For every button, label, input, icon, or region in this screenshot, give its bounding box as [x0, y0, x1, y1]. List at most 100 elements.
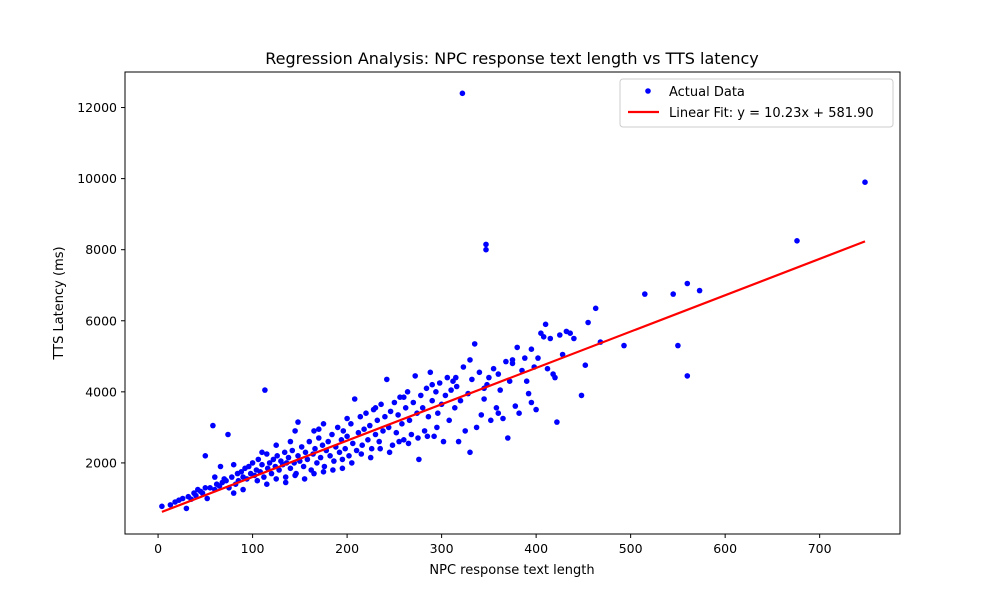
- data-point: [794, 238, 800, 244]
- x-tick-label: 100: [241, 541, 265, 556]
- data-point: [259, 461, 265, 468]
- data-point: [544, 365, 551, 372]
- data-point: [495, 371, 502, 377]
- data-point: [386, 449, 393, 456]
- data-point: [554, 419, 560, 425]
- data-point: [483, 246, 489, 253]
- data-point: [675, 342, 681, 349]
- data-point: [376, 438, 383, 445]
- data-point: [476, 369, 483, 376]
- data-point: [339, 465, 346, 472]
- x-axis-label: NPC response text length: [429, 563, 594, 578]
- data-point: [359, 442, 366, 449]
- data-point: [225, 431, 231, 438]
- data-point: [402, 405, 409, 411]
- data-point: [287, 438, 294, 445]
- data-point: [410, 399, 417, 406]
- data-point: [542, 321, 549, 328]
- data-point: [202, 453, 209, 459]
- data-point: [460, 364, 467, 370]
- data-point: [312, 445, 318, 452]
- data-point: [453, 374, 459, 381]
- data-point: [330, 467, 336, 473]
- data-point: [505, 435, 511, 441]
- data-point: [406, 417, 413, 424]
- data-point: [295, 419, 301, 425]
- data-point: [514, 344, 520, 351]
- data-point: [540, 334, 547, 340]
- data-point: [374, 417, 381, 424]
- data-point: [292, 428, 298, 434]
- data-point: [331, 458, 337, 464]
- data-point: [396, 438, 402, 445]
- data-point: [455, 438, 462, 445]
- y-tick-label: 6000: [85, 313, 117, 328]
- data-point: [684, 373, 691, 379]
- data-point: [497, 387, 504, 393]
- data-point: [528, 346, 535, 353]
- data-point: [329, 431, 335, 438]
- data-point: [405, 440, 412, 447]
- data-point: [199, 490, 206, 496]
- data-point: [346, 453, 352, 459]
- data-point: [254, 477, 261, 484]
- data-point: [316, 426, 322, 433]
- data-point: [525, 390, 532, 397]
- data-point: [358, 451, 365, 457]
- data-point: [238, 469, 245, 475]
- data-point: [387, 408, 394, 415]
- chart-title: Regression Analysis: NPC response text l…: [265, 49, 759, 68]
- data-point: [384, 376, 390, 383]
- data-point: [408, 431, 415, 438]
- data-point: [287, 465, 294, 472]
- data-point: [334, 424, 341, 431]
- data-point: [429, 397, 436, 404]
- data-point: [512, 403, 519, 409]
- data-point: [377, 445, 384, 452]
- x-tick-label: 400: [524, 541, 548, 556]
- data-point: [355, 429, 362, 436]
- y-axis-label: TTS Latency (ms): [52, 246, 67, 360]
- data-point: [344, 415, 350, 422]
- data-point: [325, 438, 332, 445]
- y-axis-ticks: 2000 4000 6000 8000 10000 12000: [77, 100, 125, 470]
- data-point: [276, 467, 282, 473]
- data-point: [684, 280, 691, 287]
- x-tick-label: 600: [713, 541, 737, 556]
- data-point: [453, 383, 460, 390]
- data-point: [306, 438, 313, 445]
- data-point: [503, 358, 509, 365]
- data-point: [301, 476, 308, 482]
- data-point: [621, 342, 627, 349]
- x-tick-label: 0: [154, 541, 162, 556]
- data-point: [336, 449, 343, 456]
- data-point: [249, 460, 256, 466]
- data-point: [319, 442, 326, 449]
- data-point: [552, 374, 558, 381]
- data-point: [419, 405, 426, 411]
- data-point: [348, 421, 354, 427]
- data-point: [395, 412, 401, 418]
- data-point: [424, 433, 431, 440]
- data-point: [495, 410, 502, 417]
- data-point: [380, 428, 386, 434]
- data-point: [314, 460, 320, 466]
- data-point: [321, 463, 328, 470]
- data-point: [547, 335, 554, 342]
- data-point: [533, 406, 539, 413]
- data-point: [418, 392, 424, 399]
- data-point: [559, 351, 566, 358]
- data-point: [415, 435, 421, 441]
- data-point: [261, 474, 267, 480]
- data-point: [202, 485, 209, 491]
- data-point: [429, 381, 436, 388]
- data-point: [327, 453, 333, 459]
- data-point: [642, 291, 648, 297]
- data-point: [300, 463, 307, 470]
- data-point: [365, 437, 371, 443]
- data-point: [462, 428, 469, 434]
- data-point: [442, 392, 449, 399]
- data-point: [467, 449, 473, 456]
- data-point: [440, 438, 447, 445]
